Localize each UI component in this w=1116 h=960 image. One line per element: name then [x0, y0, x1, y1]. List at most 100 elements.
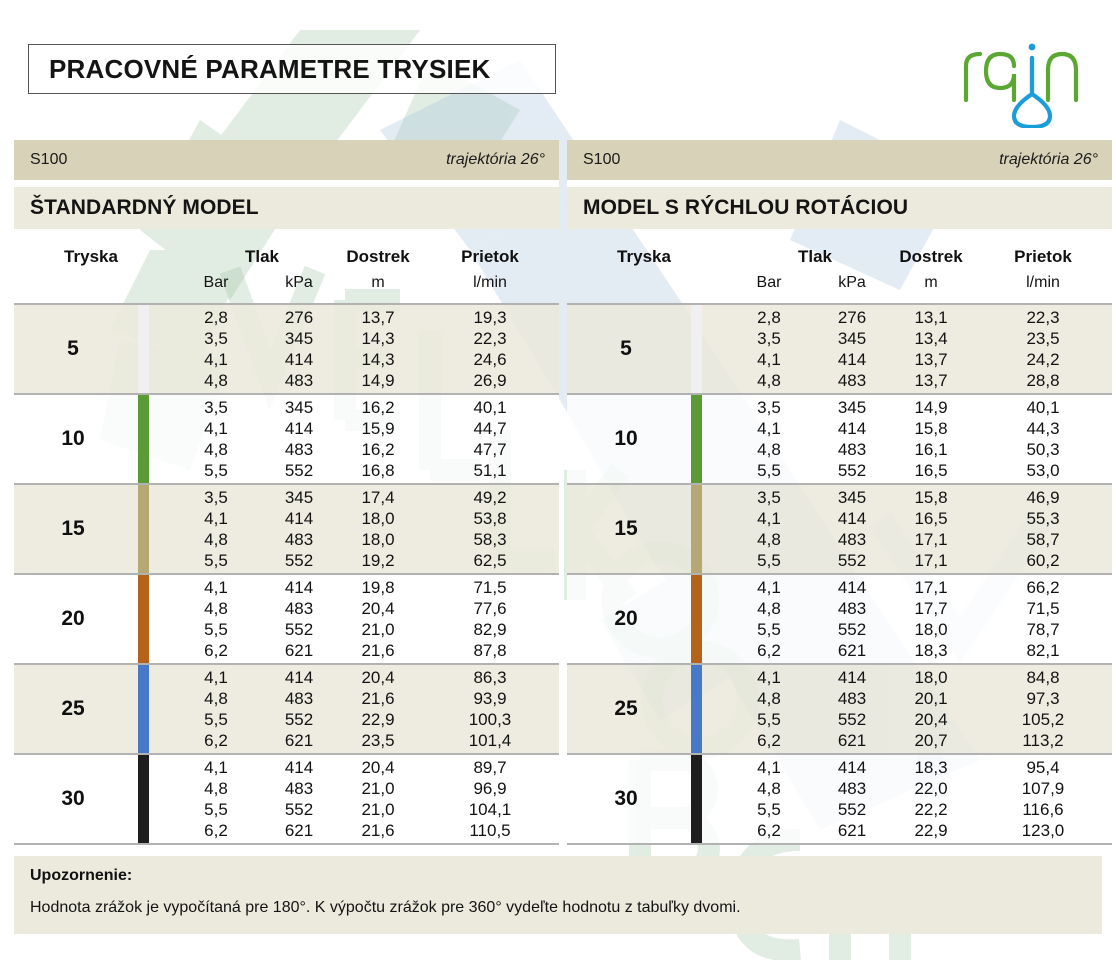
cell-flow: 24,2	[1026, 350, 1060, 369]
nozzle-size: 30	[61, 787, 85, 810]
cell-bar: 3,5	[757, 398, 781, 417]
table-row: 4,8 483 20,4 77,6	[154, 598, 559, 619]
cell-kpa: 414	[837, 668, 867, 687]
cell-flow: 66,2	[1026, 578, 1060, 597]
cell-flow: 62,5	[473, 551, 507, 570]
cell-flow: 97,3	[1026, 689, 1060, 708]
nozzle-group: 10 3,5 345 16,2 40,1 4,1 414 15,9 44,7 4,8 483 16,2…	[14, 395, 559, 485]
cell-flow: 26,9	[473, 371, 507, 390]
cell-flow: 113,2	[1022, 731, 1064, 750]
nozzle-color-stripe	[138, 575, 149, 663]
cell-kpa: 621	[837, 821, 867, 840]
cell-bar: 4,1	[204, 578, 228, 597]
cell-flow: 53,0	[1026, 461, 1060, 480]
nozzle-color-stripe	[691, 575, 702, 663]
column-header-nozzle: Tryska	[617, 247, 671, 266]
nozzle-group: 15 3,5 345 15,8 46,9 4,1 414 16,5 55,3 4,8 483 17,1…	[567, 485, 1112, 575]
cell-bar: 4,8	[204, 530, 228, 549]
measurement-rows: 3,5 345 14,9 40,1 4,1 414 15,8 44,3 4,8 483 16,1 50…	[707, 395, 1112, 483]
table-row: 4,8 483 14,9 26,9	[154, 370, 559, 391]
column-unit-m: m	[371, 274, 385, 291]
cell-kpa: 621	[284, 731, 314, 750]
measurement-rows: 4,1 414 18,3 95,4 4,8 483 22,0 107,9 5,5 552 22,2 1…	[707, 755, 1112, 843]
cell-bar: 4,8	[757, 440, 781, 459]
rain-logo	[963, 43, 1079, 128]
cell-bar: 2,8	[204, 308, 228, 327]
table-row: 4,1 414 15,9 44,7	[154, 418, 559, 439]
cell-kpa: 483	[284, 779, 314, 798]
column-header-pressure: Tlak	[244, 247, 280, 266]
cell-flow: 93,9	[473, 689, 507, 708]
measurement-rows: 3,5 345 16,2 40,1 4,1 414 15,9 44,7 4,8 483 16,2 47…	[154, 395, 559, 483]
cell-bar: 4,1	[204, 758, 228, 777]
table-row: 2,8 276 13,1 22,3	[707, 307, 1112, 328]
cell-flow: 47,7	[473, 440, 507, 459]
cell-radius: 21,6	[361, 641, 395, 660]
table-row: 6,2 621 22,9 123,0	[707, 820, 1112, 841]
page-title: PRACOVNÉ PARAMETRE TRYSIEK	[49, 53, 491, 84]
nozzle-size: 10	[61, 427, 85, 450]
cell-bar: 4,8	[757, 779, 781, 798]
cell-radius: 19,2	[361, 551, 395, 570]
table-row: 4,1 414 20,4 86,3	[154, 667, 559, 688]
cell-radius: 20,7	[914, 731, 948, 750]
cell-flow: 104,1	[468, 800, 512, 819]
cell-bar: 4,1	[757, 419, 781, 438]
trajectory-label: trajektória 26°	[446, 151, 545, 168]
cell-radius: 13,7	[914, 350, 948, 369]
cell-bar: 4,8	[757, 371, 781, 390]
table-row: 4,8 483 16,2 47,7	[154, 439, 559, 460]
measurement-rows: 2,8 276 13,7 19,3 3,5 345 14,3 22,3 4,1 414 14,3 24…	[154, 305, 559, 393]
table-row: 4,1 414 19,8 71,5	[154, 577, 559, 598]
column-header-flow: Prietok	[461, 247, 519, 266]
cell-bar: 4,8	[757, 599, 781, 618]
nozzle-size: 20	[61, 607, 85, 630]
column-unit-bar: Bar	[756, 274, 782, 291]
nozzle-size: 10	[614, 427, 638, 450]
table-row: 5,5 552 20,4 105,2	[707, 709, 1112, 730]
cell-bar: 5,5	[757, 620, 781, 639]
cell-radius: 19,8	[361, 578, 395, 597]
cell-radius: 18,3	[914, 758, 948, 777]
nozzle-group: 15 3,5 345 17,4 49,2 4,1 414 18,0 53,8 4,8 483 18,0…	[14, 485, 559, 575]
cell-radius: 22,9	[914, 821, 948, 840]
measurement-rows: 4,1 414 18,0 84,8 4,8 483 20,1 97,3 5,5 552 20,4 10…	[707, 665, 1112, 753]
cell-flow: 95,4	[1026, 758, 1060, 777]
table-body: 5 2,8 276 13,1 22,3 3,5 345 13,4 23,5 4,1 414 13,7 2…	[567, 303, 1112, 845]
cell-bar: 3,5	[204, 329, 228, 348]
cell-flow: 84,8	[1026, 668, 1060, 687]
measurement-rows: 4,1 414 19,8 71,5 4,8 483 20,4 77,6 5,5 552 21,0 82…	[154, 575, 559, 663]
cell-bar: 5,5	[757, 461, 781, 480]
cell-radius: 13,7	[914, 371, 948, 390]
cell-kpa: 414	[284, 350, 314, 369]
cell-bar: 6,2	[204, 641, 228, 660]
column-header-pressure: Tlak	[797, 247, 833, 266]
table-row: 6,2 621 21,6 110,5	[154, 820, 559, 841]
measurement-rows: 3,5 345 15,8 46,9 4,1 414 16,5 55,3 4,8 483 17,1 58…	[707, 485, 1112, 573]
cell-kpa: 552	[284, 800, 314, 819]
cell-radius: 16,8	[361, 461, 395, 480]
table-row: 4,8 483 21,6 93,9	[154, 688, 559, 709]
cell-kpa: 552	[837, 620, 867, 639]
cell-flow: 71,5	[473, 578, 507, 597]
cell-kpa: 414	[284, 668, 314, 687]
cell-flow: 22,3	[1026, 308, 1060, 327]
table-row: 4,8 483 20,1 97,3	[707, 688, 1112, 709]
table-row: 6,2 621 21,6 87,8	[154, 640, 559, 661]
cell-bar: 5,5	[204, 461, 228, 480]
nozzle-size: 5	[620, 337, 632, 360]
nozzle-size: 15	[61, 517, 85, 540]
column-unit-lmin: l/min	[1026, 274, 1060, 291]
footnote-title: Upozornenie:	[30, 867, 133, 884]
cell-kpa: 414	[284, 758, 314, 777]
cell-radius: 22,9	[361, 710, 395, 729]
nozzle-color-stripe	[138, 755, 149, 843]
cell-flow: 60,2	[1026, 551, 1060, 570]
cell-bar: 5,5	[757, 551, 781, 570]
column-header-nozzle: Tryska	[64, 247, 118, 266]
cell-radius: 14,3	[361, 350, 395, 369]
cell-bar: 4,1	[757, 758, 781, 777]
nozzle-color-stripe	[138, 665, 149, 753]
water-drop-icon	[1011, 55, 1053, 128]
table-row: 3,5 345 15,8 46,9	[707, 487, 1112, 508]
